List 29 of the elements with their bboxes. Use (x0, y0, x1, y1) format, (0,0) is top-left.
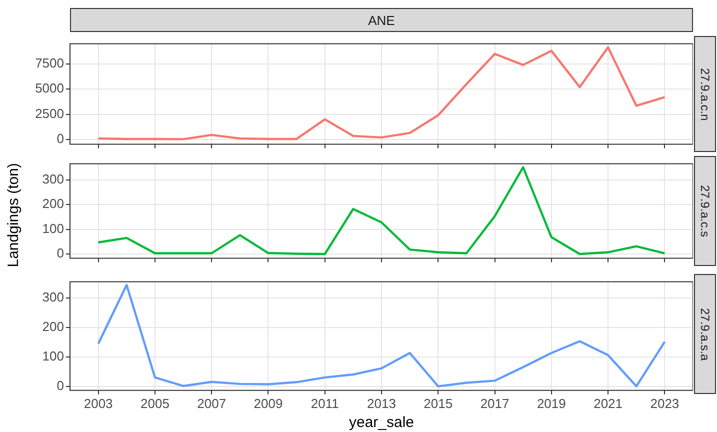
x-tick-label: 2013 (367, 396, 396, 411)
text: 27.9.a.c.n (698, 68, 712, 120)
x-tick-label: 2017 (480, 396, 510, 411)
y-tick-label: 100 (42, 348, 64, 364)
x-tick-label: 2005 (140, 396, 170, 411)
x-tick-label: 2011 (310, 396, 339, 411)
y-tick-label: 2500 (35, 106, 64, 121)
x-axis-title: year_sale (348, 414, 414, 432)
y-tick-label: 300 (42, 290, 64, 305)
y-tick-label: 0 (56, 131, 64, 146)
text: 27.9.a.s.a (698, 308, 712, 360)
y-tick-label: 5000 (35, 80, 64, 96)
x-tick-label: 2023 (650, 396, 680, 411)
x-tick-label: 2019 (536, 396, 566, 411)
x-tick-label: 2007 (197, 396, 226, 411)
y-tick-label: 0 (56, 246, 64, 261)
text: 27.9.a.c.s (698, 184, 712, 238)
y-tick-label: 300 (42, 171, 64, 186)
y-tick-label: 200 (42, 196, 64, 212)
x-tick-label: 2021 (594, 396, 623, 411)
chart-title: ANE (70, 8, 693, 32)
y-tick-label: 100 (42, 220, 64, 236)
x-tick-label: 2015 (424, 396, 453, 411)
x-tick-label: 2009 (254, 396, 283, 411)
y-tick-label: 0 (56, 378, 64, 393)
x-tick-label: 2003 (84, 396, 113, 411)
y-tick-label: 200 (42, 318, 64, 334)
y-axis-title: Landgings (ton) (4, 162, 22, 268)
y-tick-label: 7500 (35, 56, 64, 71)
